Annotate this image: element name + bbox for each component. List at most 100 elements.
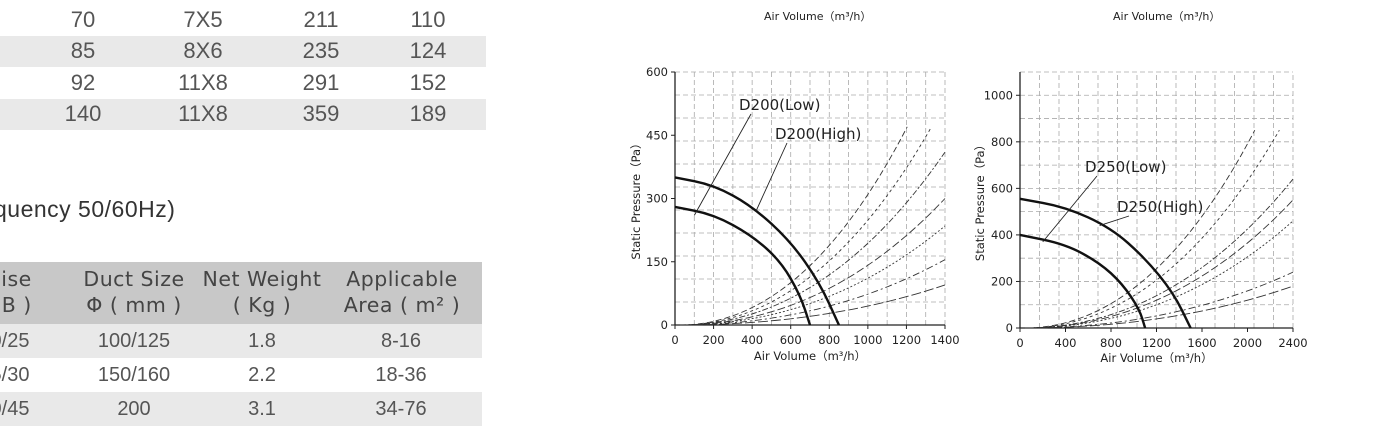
system-curve xyxy=(679,126,932,326)
spec-table-cell: 8-16 xyxy=(380,330,422,352)
series-annotation: D200(Low) xyxy=(739,96,820,114)
top-table-cell: 8X6 xyxy=(183,38,223,64)
y-tick-label: 0 xyxy=(661,318,668,332)
annotation-leader xyxy=(755,142,788,212)
top-table-cell: 85 xyxy=(70,38,96,64)
y-tick-label: 600 xyxy=(646,65,668,79)
x-axis-label: Air Volume（m³/h） xyxy=(754,349,866,363)
system-curve xyxy=(1024,129,1280,329)
header-noise: oisedB ) xyxy=(0,267,32,317)
top-table-cell: 140 xyxy=(64,101,102,127)
spec-table-cell: 1.8 xyxy=(248,330,276,352)
y-tick-label: 150 xyxy=(646,255,668,269)
system-curve xyxy=(1024,178,1294,329)
spec-table-cell: 150/160 xyxy=(97,364,171,386)
top-table-cell: 189 xyxy=(409,101,447,127)
top-table-cell: 110 xyxy=(410,6,446,32)
y-axis-label: Static Pressure（Pa） xyxy=(973,139,987,261)
top-table-row: 140 11X8 359 189 xyxy=(0,98,486,130)
spec-table-row: 5/30 150/160 2.2 18-36 xyxy=(0,358,482,392)
grid xyxy=(675,71,946,325)
system-curve xyxy=(679,225,946,326)
header-applicable-area: Applicable Area ( m² ) xyxy=(343,267,461,317)
system-curve xyxy=(1024,129,1256,329)
x-tick-label: 800 xyxy=(1100,336,1122,350)
y-tick-label: 300 xyxy=(646,192,668,206)
top-table-row: 92 11X8 291 152 xyxy=(0,67,486,99)
annotation-leader xyxy=(693,113,752,216)
top-table-cell: 11X8 xyxy=(178,69,228,95)
top-table-cell: 211 xyxy=(303,6,339,32)
x-tick-label: 400 xyxy=(1055,336,1077,350)
grid xyxy=(1020,71,1294,328)
y-tick-label: 450 xyxy=(646,128,668,142)
system-curve xyxy=(679,126,908,326)
section-heading: quency 50/60Hz) xyxy=(0,196,176,222)
system-curve xyxy=(679,151,946,326)
y-tick-label: 800 xyxy=(991,135,1013,149)
x-tick-label: 800 xyxy=(818,333,840,347)
x-tick-label: 400 xyxy=(741,333,763,347)
fan-curve-d250low xyxy=(1019,233,1147,329)
system-curve xyxy=(1024,199,1294,329)
annotation-leader xyxy=(1042,175,1098,243)
y-tick-label: 200 xyxy=(991,274,1013,288)
fan-curve-d250high xyxy=(1019,197,1192,329)
spec-table-cell: 5/30 xyxy=(0,364,30,386)
spec-table-row: 0/45 200 3.1 34-76 xyxy=(0,392,482,426)
top-table-row: 85 8X6 235 124 xyxy=(0,35,486,67)
top-table: 70 7X5 211 110 85 8X6 235 124 92 11X8 291 152 140 11X… xyxy=(0,4,486,130)
x-tick-label: 1200 xyxy=(1142,336,1171,350)
top-table-cell: 152 xyxy=(409,69,447,95)
x-tick-label: 1000 xyxy=(853,333,882,347)
fan-curve-d200low xyxy=(674,205,812,326)
system-curve xyxy=(1024,271,1294,329)
system-curve xyxy=(1024,285,1294,329)
top-chart-right-xlabel: Air Volume（m³/h） xyxy=(1113,10,1221,23)
y-tick-label: 600 xyxy=(991,181,1013,195)
spec-table-cell: 3.1 xyxy=(248,398,276,420)
y-tick-label: 1000 xyxy=(984,88,1013,102)
spec-table-body: 0/25 100/125 1.8 8-16 5/30 150/160 2.2 18-36 0/4… xyxy=(0,324,482,426)
spec-table-cell: 200 xyxy=(117,398,151,420)
top-table-cell: 291 xyxy=(302,69,340,95)
spec-table-row: 0/25 100/125 1.8 8-16 xyxy=(0,324,482,358)
system-curve xyxy=(1024,220,1294,329)
x-tick-label: 2000 xyxy=(1233,336,1262,350)
x-tick-label: 600 xyxy=(780,333,802,347)
fan-curve-d200high xyxy=(674,176,841,326)
x-tick-label: 2400 xyxy=(1278,336,1307,350)
series-annotation: D250(Low) xyxy=(1085,158,1166,176)
x-tick-label: 0 xyxy=(671,333,678,347)
x-tick-label: 200 xyxy=(703,333,725,347)
spec-table-cell: 0/25 xyxy=(0,330,30,352)
spec-table-cell: 2.2 xyxy=(248,364,276,386)
top-table-cell: 11X8 xyxy=(178,101,228,127)
x-tick-label: 0 xyxy=(1016,336,1023,350)
y-axis-label: Static Pressure（Pa） xyxy=(629,137,643,259)
x-axis-label: Air Volume（m³/h） xyxy=(1100,351,1212,365)
spec-table-cell: 100/125 xyxy=(97,330,171,352)
top-table-cell: 92 xyxy=(70,69,96,95)
system-curve xyxy=(679,198,946,326)
series-annotation: D200(High) xyxy=(775,125,861,143)
x-tick-label: 1600 xyxy=(1187,336,1216,350)
top-table-cell: 7X5 xyxy=(183,6,223,32)
top-chart-left-xlabel: Air Volume（m³/h） xyxy=(764,10,872,23)
series-annotation: D250(High) xyxy=(1117,198,1203,216)
y-tick-label: 0 xyxy=(1006,321,1013,335)
header-net-weight: Net Weight( Kg ) xyxy=(202,267,322,317)
spec-table-cell: 0/45 xyxy=(0,398,30,420)
spec-table-cell: 34-76 xyxy=(375,398,427,420)
header-duct-size: Duct Size Φ ( mm ) xyxy=(83,267,185,317)
top-table-row: 70 7X5 211 110 xyxy=(0,4,486,36)
x-tick-label: 1200 xyxy=(892,333,921,347)
spec-table-cell: 18-36 xyxy=(375,364,427,386)
y-tick-label: 400 xyxy=(991,228,1013,242)
system-curve xyxy=(679,259,946,326)
top-table-cell: 359 xyxy=(302,101,340,127)
